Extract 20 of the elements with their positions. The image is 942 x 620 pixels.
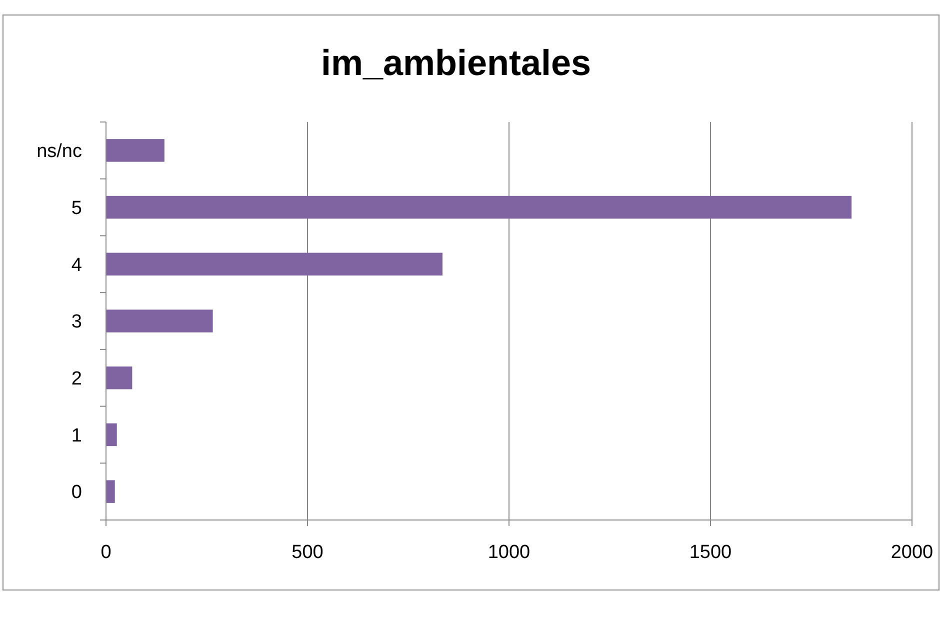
bar (106, 423, 117, 446)
y-tick-label: 2 (71, 368, 82, 390)
chart-title: im_ambientales (320, 42, 592, 83)
bar (106, 366, 132, 390)
bar (106, 310, 213, 332)
bar (106, 252, 443, 276)
x-tick-label: 500 (292, 542, 324, 563)
x-tick-label: 2000 (890, 542, 934, 563)
x-tick-label: 1500 (689, 542, 732, 563)
y-tick-label: 0 (71, 482, 82, 504)
bar (106, 196, 852, 219)
y-tick-label: 1 (71, 425, 82, 446)
x-tick-label: 1000 (488, 542, 530, 563)
bar (106, 480, 115, 503)
y-tick-label: 5 (71, 198, 82, 219)
x-tick-label: 0 (100, 542, 112, 563)
y-tick-label: 4 (71, 254, 82, 276)
y-tick-label: 3 (71, 312, 82, 333)
y-tick-label: ns/nc (36, 141, 82, 162)
bar (106, 139, 164, 162)
